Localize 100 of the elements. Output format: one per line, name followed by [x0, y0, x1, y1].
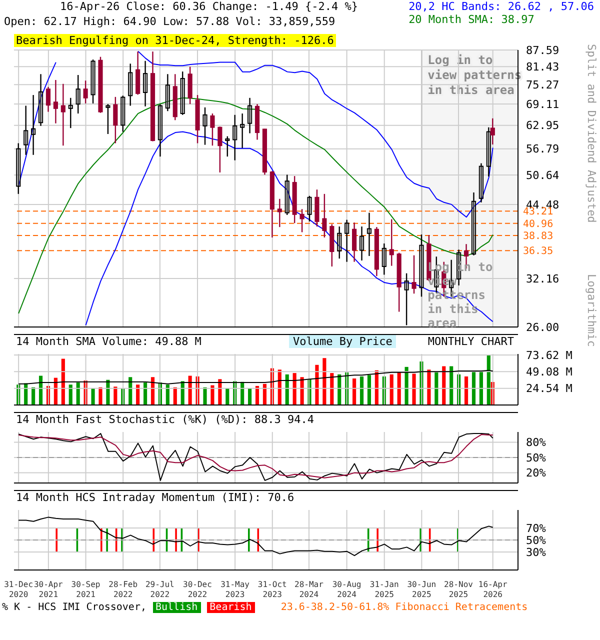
bar — [262, 384, 267, 405]
candlestick — [136, 50, 140, 96]
candlestick — [412, 254, 416, 294]
text: 20,2 HC Bands: 26.62 , 57.06 — [408, 0, 594, 13]
text: 23.6-38.2-50-61.8% Fibonacci Retracements — [280, 602, 528, 612]
candlestick — [165, 74, 170, 112]
candlestick — [359, 226, 364, 262]
candlestick — [210, 112, 215, 146]
candlestick — [277, 198, 282, 228]
candlestick — [120, 95, 126, 132]
text: Logarithmic — [584, 274, 598, 347]
candlestick — [38, 74, 44, 126]
candlestick — [31, 94, 36, 156]
bar — [136, 384, 140, 405]
y-tick-label: 87.59 — [526, 44, 560, 57]
ref-line-label: 40.96 — [523, 218, 554, 230]
line-series — [18, 370, 494, 384]
y-tick-label: 50% — [526, 451, 546, 464]
candlestick — [60, 83, 66, 146]
candlestick — [90, 58, 96, 104]
bar — [479, 371, 483, 405]
bar — [76, 382, 80, 405]
legend-title: % K - HCS IMI Crossover, — [2, 602, 146, 612]
bar — [255, 386, 260, 405]
y-tick-label: 32.16 — [526, 272, 560, 286]
text: MONTHLY CHART — [428, 335, 514, 348]
bar — [61, 358, 65, 405]
candlestick — [284, 174, 290, 216]
bar — [360, 376, 364, 405]
bar — [292, 373, 296, 405]
y-tick-label: 73.62 M — [526, 348, 573, 362]
candlestick — [419, 234, 424, 298]
bar — [434, 372, 438, 405]
bar — [427, 370, 431, 405]
bar — [450, 366, 454, 405]
x-tick-label: 28-Feb 2022 — [108, 580, 138, 599]
bar — [98, 387, 102, 405]
candlestick — [46, 86, 51, 112]
bar — [210, 385, 214, 405]
y-tick-label: 50% — [526, 534, 546, 547]
y-tick-label: 24.54 M — [526, 382, 573, 396]
ref-line-label: 43.21 — [523, 206, 554, 218]
chart-title: 14 Month HCS Intraday Momentum (IMI): 70.6 — [16, 491, 294, 504]
candlestick — [24, 105, 28, 156]
ref-line-label: 38.83 — [523, 231, 554, 242]
candlestick — [113, 96, 118, 144]
bar — [390, 374, 394, 405]
bar — [203, 387, 207, 405]
candlestick — [389, 218, 394, 266]
candlestick — [158, 104, 162, 158]
x-tick-label: 16-Apr 2026 — [478, 580, 508, 599]
candlestick — [16, 142, 21, 195]
x-tick-label: 28-Nov 2025 — [444, 580, 474, 599]
candlestick — [180, 70, 185, 116]
x-tick-label: 30-Sep 2021 — [71, 580, 100, 599]
bar — [464, 376, 468, 405]
candlestick — [240, 112, 245, 149]
y-tick-label: 20% — [526, 466, 546, 480]
bar — [114, 386, 118, 405]
y-tick-label: 50.64 — [526, 168, 560, 182]
candlestick — [232, 114, 238, 161]
y-tick-label: 56.79 — [526, 142, 560, 156]
y-tick-label: 49.08 M — [526, 366, 573, 379]
bar — [68, 384, 72, 405]
chart-subtitle: Open: 62.17 High: 64.90 Low: 57.88 Vol: 33,859,559 — [4, 15, 336, 28]
bar — [412, 374, 416, 405]
candlestick — [490, 118, 495, 146]
candlestick — [344, 219, 350, 262]
y-tick-label: 30% — [526, 546, 546, 559]
bar — [166, 384, 170, 405]
candlestick — [142, 60, 148, 107]
line-series — [18, 516, 494, 556]
candlestick — [225, 136, 230, 158]
x-tick-label: 31-May 2023 — [220, 580, 250, 599]
candlestick — [76, 74, 80, 114]
candlestick — [471, 192, 476, 256]
candlestick — [188, 66, 192, 105]
text: Bearish — [206, 602, 255, 612]
x-tick-label: 30-Apr 2021 — [34, 580, 64, 599]
chart-title: 16-Apr-26 Close: 60.36 Change: -1.49 {-2.4 %} — [60, 0, 358, 13]
candlestick — [68, 97, 73, 129]
bar — [397, 372, 401, 405]
text: Volume By Price — [289, 335, 396, 348]
y-tick-label: 26.00 — [526, 320, 560, 334]
y-axis-title: Split and Dividend Adjusted — [584, 44, 598, 225]
x-tick-label: 28-Mar 2024 — [294, 580, 324, 599]
candlestick — [382, 242, 386, 276]
line-series — [18, 97, 494, 314]
chart-title: 14 Month SMA Volume: 49.88 M — [16, 335, 202, 348]
candlestick — [202, 106, 208, 146]
ref-line-label: 36.35 — [523, 246, 554, 258]
text: Bearish Engulfing on 31-Dec-24, Strength: -126.6 — [14, 34, 336, 47]
bar — [442, 366, 446, 405]
bar — [322, 358, 326, 405]
candlestick — [366, 212, 372, 257]
y-tick-label: 81.43 — [526, 60, 560, 74]
text: Bullish — [152, 602, 201, 612]
chart-title: 14 Month Fast Stochastic (%K) (%D): 88.3 94.4 — [16, 413, 314, 426]
bar — [330, 373, 334, 405]
candlestick — [218, 126, 222, 174]
